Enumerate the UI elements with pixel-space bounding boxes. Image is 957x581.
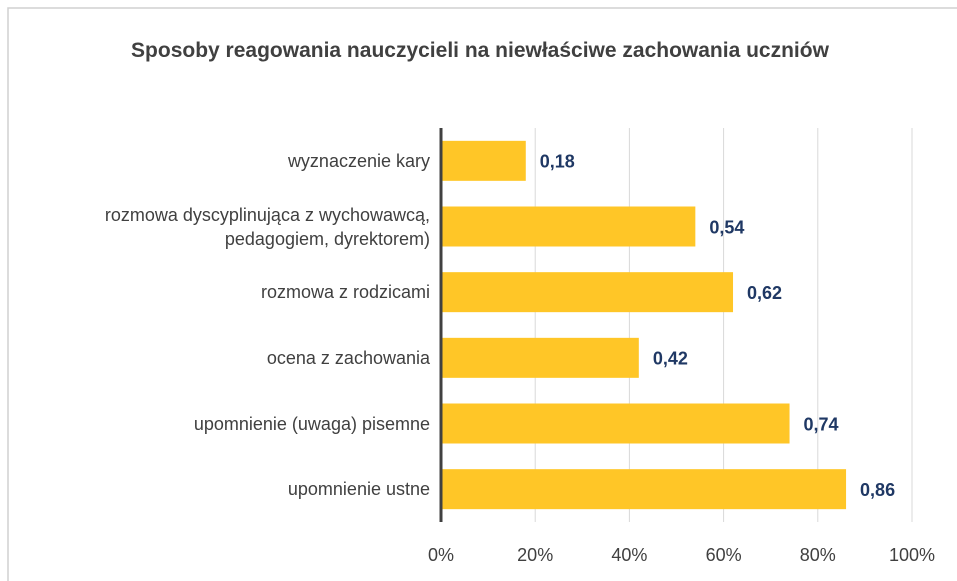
data-label: 0,86 bbox=[860, 480, 895, 500]
bar bbox=[441, 403, 790, 444]
data-label: 0,54 bbox=[709, 217, 744, 237]
bar bbox=[441, 140, 526, 181]
x-tick-label: 0% bbox=[428, 545, 454, 565]
frame bbox=[7, 7, 957, 581]
data-label: 0,74 bbox=[804, 414, 839, 434]
x-tick-label: 60% bbox=[706, 545, 742, 565]
x-tick-label: 100% bbox=[889, 545, 935, 565]
y-tick-label: ocena z zachowania bbox=[266, 347, 430, 368]
y-tick-label: rozmowa z rodzicami bbox=[260, 282, 430, 303]
data-label: 0,62 bbox=[747, 283, 782, 303]
x-tick-label: 20% bbox=[517, 545, 553, 565]
bar bbox=[441, 206, 696, 247]
bar bbox=[441, 272, 734, 313]
x-tick-label: 40% bbox=[611, 545, 647, 565]
bar bbox=[441, 337, 639, 378]
y-tick-label: rozmowa dyscyplinująca z wychowawcą, ped… bbox=[104, 204, 430, 249]
chart-title: Sposoby reagowania nauczycieli na niewła… bbox=[131, 39, 829, 62]
y-tick-label: upomnienie ustne bbox=[287, 479, 430, 500]
x-tick-label: 80% bbox=[800, 545, 836, 565]
data-label: 0,18 bbox=[540, 152, 575, 172]
y-tick-label: upomnienie (uwaga) pisemne bbox=[193, 413, 430, 434]
data-label: 0,42 bbox=[653, 349, 688, 369]
y-tick-label: wyznaczenie kary bbox=[287, 150, 430, 171]
bar bbox=[441, 469, 847, 510]
